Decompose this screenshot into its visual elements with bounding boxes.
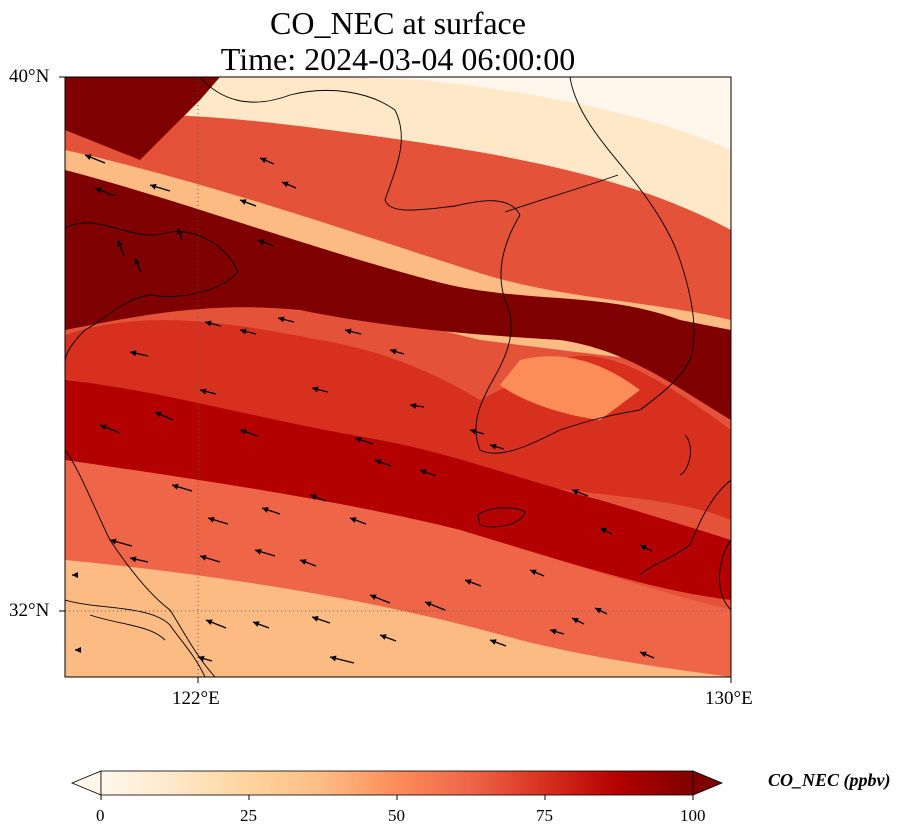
wind-arrow [277,316,295,323]
lon-label-122e: 122°E [172,688,220,709]
colorbar-extend-low [70,770,102,796]
wind-arrow [84,154,106,164]
wind-arrow [72,572,78,578]
colorbar-ticks [100,795,694,800]
wind-arrow [109,538,133,547]
wind-arrow [94,187,116,197]
lat-label-40n: 40°N [9,66,50,87]
wind-arrow [134,257,142,273]
wind-arrow [149,183,171,192]
concentration-field [65,77,731,677]
wind-arrow [177,227,183,241]
coastline-japan [639,434,731,611]
wind-arrow [75,647,81,653]
wind-arrow [204,320,222,327]
map-title-line-2: Time: 2024-03-04 06:00:00 [220,41,576,77]
wind-arrow [571,489,589,497]
plume-band [500,356,640,420]
colorbar-tick-100: 100 [680,806,706,825]
colorbar-body [100,770,694,796]
colorbar-tick-50: 50 [388,806,405,825]
plume-band [340,77,731,150]
wind-arrow [639,544,653,552]
plume-band [65,380,731,600]
wind-arrow [419,469,437,477]
wind-arrow [389,348,405,355]
wind-arrow [311,616,331,624]
coastlines [65,77,731,677]
wind-arrow [344,328,362,335]
wind-arrow [571,617,585,625]
plume-band [65,170,731,420]
wind-arrow [594,607,608,615]
colorbar [70,770,724,800]
wind-arrow [639,651,655,659]
wind-arrow [311,386,329,393]
wind-arrow [257,239,275,247]
wind-arrow [252,621,270,629]
wind-arrow [261,507,281,515]
wind-vectors [72,154,655,664]
lat-label-32n: 32°N [9,600,50,621]
wind-arrow [99,424,121,434]
colorbar-extend-high [692,770,724,796]
wind-arrow [117,239,125,257]
wind-arrow [254,548,276,557]
coastline-yangtze [65,599,206,677]
colorbar-tick-75: 75 [536,806,553,825]
wind-arrow [424,601,446,611]
wind-arrow [171,483,193,492]
wind-arrow [464,579,482,587]
coastline-korea-east [569,77,695,411]
wind-arrow [199,388,217,395]
wind-arrow [299,559,317,567]
wind-arrow [129,556,149,563]
wind-arrow [369,594,391,604]
colorbar-tick-25: 25 [240,806,257,825]
wind-arrow [239,199,257,207]
plume-band [65,77,731,230]
wind-arrow [154,411,174,421]
lon-label-130e: 130°E [705,688,753,709]
map-frame [64,76,732,678]
wind-arrow [329,655,355,664]
wind-arrow [469,428,485,435]
wind-arrow [549,628,565,635]
coastline-korea-west [475,214,641,454]
wind-arrow [354,437,374,445]
wind-arrow [599,527,613,535]
wind-arrow [199,554,221,563]
wind-arrow [379,634,397,642]
colorbar-tick-0: 0 [96,806,105,825]
plume-bands [65,77,731,677]
wind-arrow [309,494,327,502]
wind-arrow [239,328,257,335]
wind-arrow [197,655,213,662]
coastline-liaodong-bohai [65,222,239,363]
wind-arrow [207,516,229,525]
wind-arrow [205,619,227,629]
colorbar-label: CO_NEC (ppbv) [768,770,891,790]
plume-band [65,77,220,160]
map-title-line-1: CO_NEC at surface [270,5,526,41]
wind-arrow [489,443,505,450]
wind-arrow [281,181,297,189]
gridlines [65,77,731,677]
wind-arrow [529,569,545,577]
wind-arrow [349,517,367,525]
wind-arrow [129,350,149,357]
coastline-liaoning [199,77,521,216]
wind-arrow [409,402,425,409]
dmz-border [504,174,619,213]
coastline-china-east [65,449,216,677]
wind-arrow [374,459,392,467]
wind-arrow [489,639,507,647]
wind-arrow [259,157,275,165]
wind-arrow [239,429,259,437]
coastline-jeju [477,507,526,528]
plume-band [65,560,731,677]
